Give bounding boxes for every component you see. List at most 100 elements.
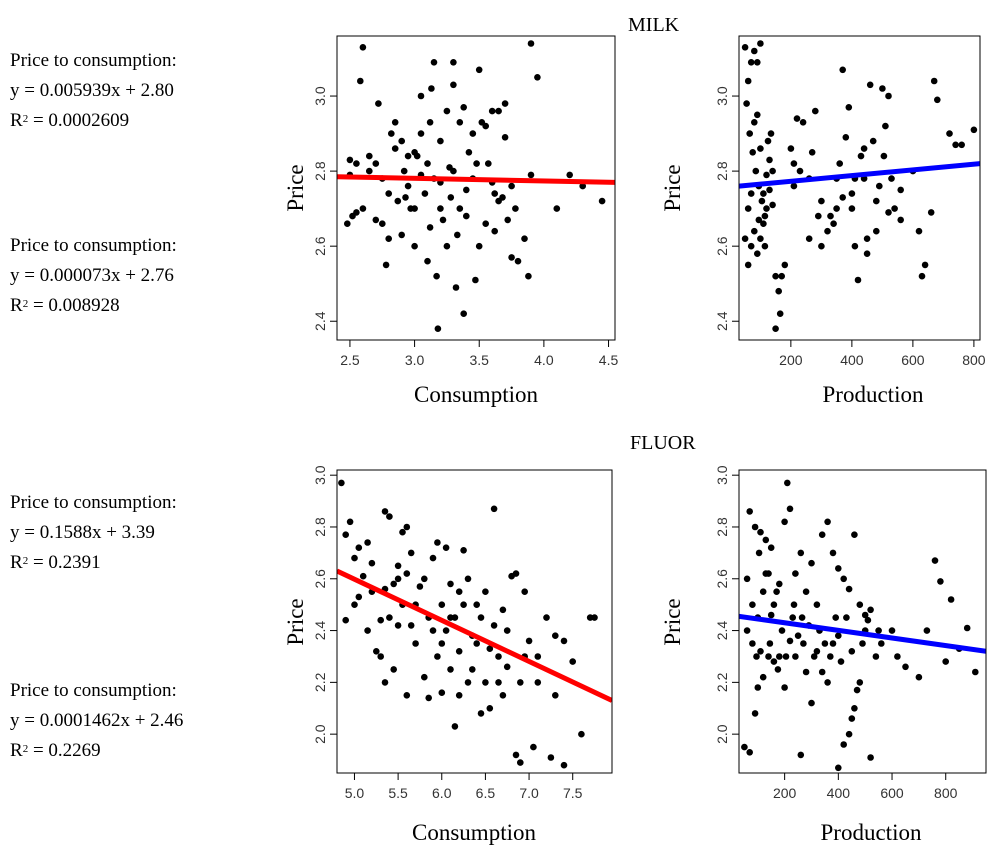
data-point — [851, 531, 858, 538]
data-point — [923, 627, 931, 634]
data-point — [501, 134, 509, 141]
x-tick-label: 7.5 — [563, 785, 583, 801]
data-point — [934, 96, 941, 104]
data-point — [569, 658, 576, 665]
data-point — [885, 209, 892, 216]
data-point — [766, 640, 774, 647]
data-point — [753, 653, 760, 660]
data-point — [394, 622, 402, 629]
data-point — [839, 66, 846, 74]
data-point — [848, 190, 856, 197]
data-point — [946, 130, 953, 137]
data-point — [891, 205, 898, 212]
data-point — [782, 653, 790, 660]
data-point — [856, 601, 864, 608]
data-point — [591, 614, 598, 621]
data-point — [972, 668, 979, 676]
data-point — [442, 544, 450, 551]
data-point — [915, 227, 923, 235]
data-point — [342, 616, 350, 624]
data-point — [830, 220, 837, 227]
data-point — [543, 614, 550, 621]
data-point — [878, 640, 885, 647]
data-point — [851, 705, 858, 712]
data-point — [403, 570, 411, 577]
data-point — [560, 761, 568, 769]
data-point — [454, 231, 461, 239]
data-point — [792, 570, 799, 577]
data-point — [747, 242, 755, 250]
data-point — [472, 276, 479, 284]
equation-label: Price to consumption: — [10, 492, 177, 513]
data-point — [460, 310, 468, 318]
data-point — [746, 130, 753, 137]
data-point — [835, 632, 842, 639]
data-point — [832, 614, 839, 621]
data-point — [743, 575, 751, 583]
data-point — [434, 539, 441, 546]
data-point — [353, 209, 360, 216]
equation-label: Price to consumption: — [10, 235, 177, 256]
section-title-milk: MILK — [628, 14, 680, 36]
data-point — [391, 145, 399, 152]
data-point — [859, 640, 866, 647]
data-point — [747, 59, 755, 66]
data-point — [391, 119, 399, 126]
data-point — [818, 197, 825, 205]
x-tick-label: 5.5 — [388, 785, 408, 801]
data-point — [778, 272, 785, 280]
data-point — [805, 235, 813, 242]
data-point — [802, 588, 810, 595]
data-point — [394, 562, 402, 570]
data-point — [527, 40, 535, 47]
x-tick-label: 600 — [880, 785, 904, 801]
data-point — [450, 81, 457, 89]
scatter-plot-4: 200 400 600 800 2.0 2.2 2.4 2.6 2.8 3.0 Production… — [660, 465, 987, 845]
data-point — [743, 100, 750, 107]
data-point — [447, 666, 454, 673]
data-point — [491, 227, 499, 235]
data-point — [808, 559, 815, 567]
data-point — [824, 518, 831, 526]
data-point — [404, 152, 412, 160]
x-tick-label: 600 — [901, 352, 925, 368]
data-point — [508, 182, 515, 190]
data-point — [434, 325, 442, 333]
data-point — [486, 645, 494, 652]
data-point — [744, 205, 752, 212]
data-point — [761, 212, 769, 220]
data-point — [399, 528, 406, 536]
data-point — [754, 684, 762, 691]
data-point — [495, 107, 502, 115]
data-point — [552, 632, 559, 639]
data-point — [477, 710, 485, 717]
data-point — [463, 186, 470, 194]
data-point — [827, 212, 834, 220]
data-point — [534, 679, 542, 686]
r-squared-symbol: R — [10, 295, 23, 316]
data-point — [751, 227, 758, 235]
data-point — [552, 692, 559, 699]
data-point — [451, 723, 459, 730]
data-point — [747, 190, 755, 197]
data-point — [767, 130, 775, 137]
data-point — [366, 167, 373, 175]
data-point — [872, 653, 880, 660]
data-point — [796, 167, 804, 175]
y-tick-label: 2.6 — [714, 569, 730, 589]
regression-equation: y = 0.0001462x + 2.46 — [10, 710, 184, 731]
y-axis-label: Price — [660, 598, 685, 645]
data-point — [808, 699, 815, 707]
y-tick-label: 3.0 — [312, 465, 328, 485]
data-point — [377, 616, 385, 624]
data-point — [845, 585, 853, 593]
data-point — [499, 692, 507, 699]
data-point — [856, 679, 864, 686]
data-point — [598, 197, 606, 205]
data-point — [373, 648, 380, 655]
data-point — [784, 479, 791, 487]
x-axis-label: Production — [823, 382, 924, 407]
data-point — [821, 640, 829, 647]
data-point — [853, 686, 861, 694]
